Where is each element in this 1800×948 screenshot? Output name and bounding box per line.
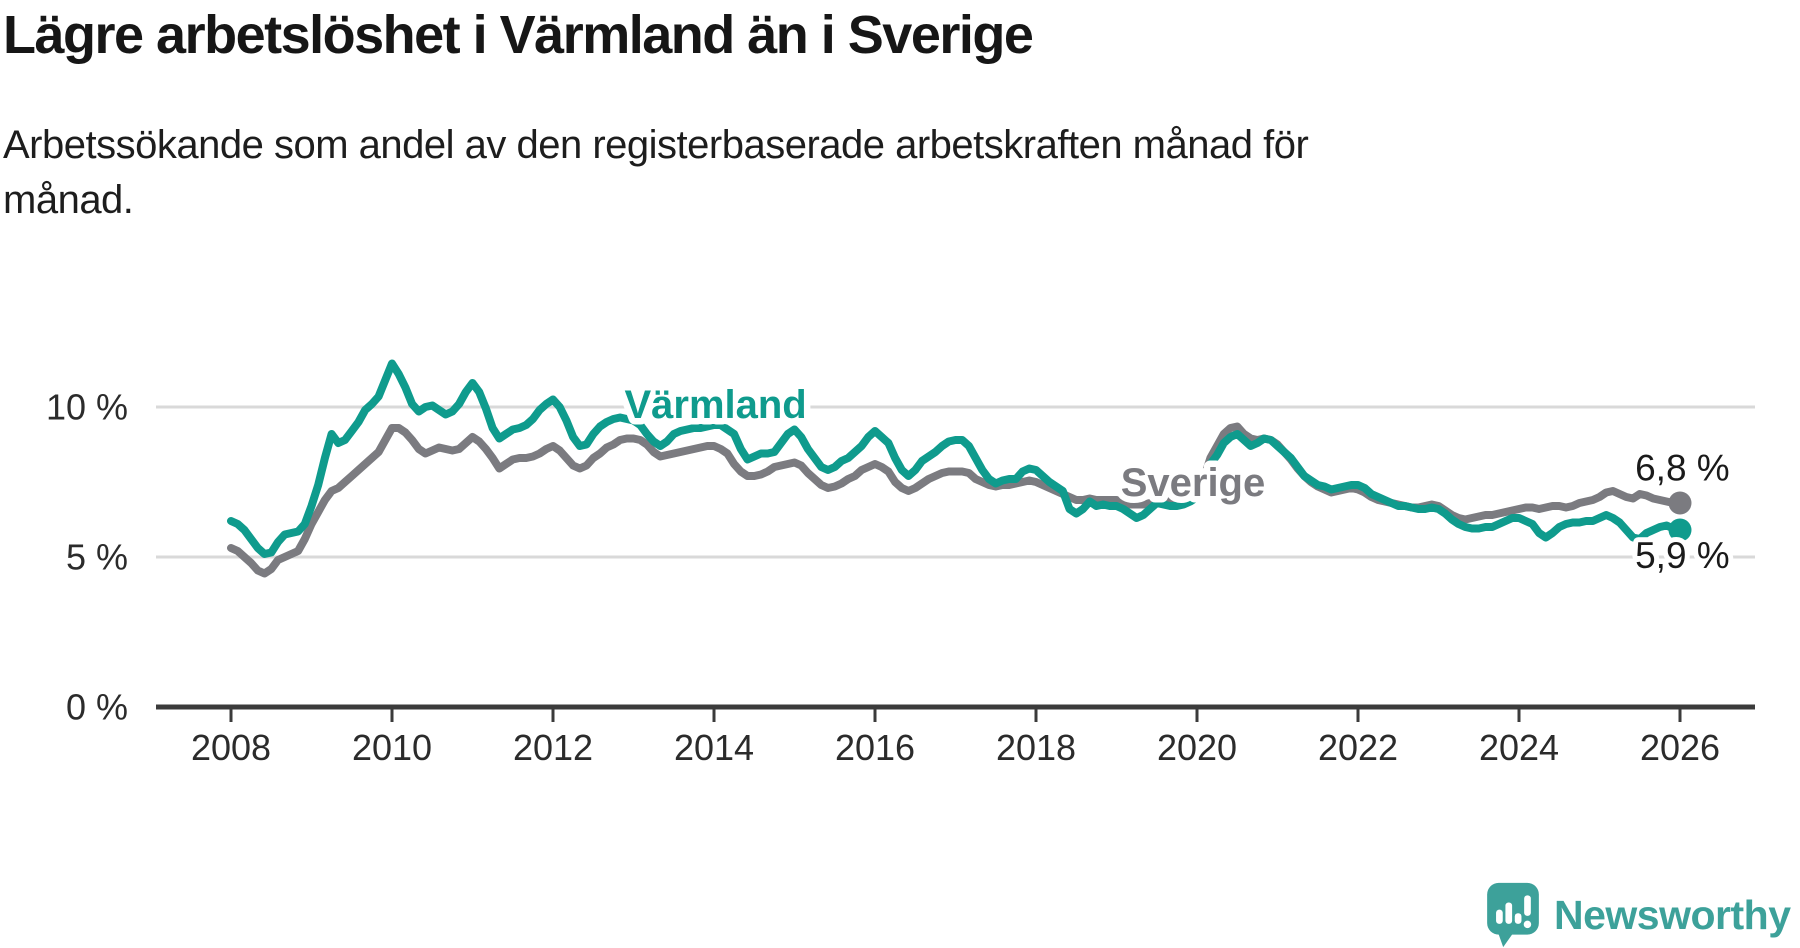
series-label-värmland: Värmland bbox=[624, 383, 806, 427]
x-tick-label-2008: 2008 bbox=[191, 727, 271, 768]
x-tick-label-2010: 2010 bbox=[352, 727, 432, 768]
chart-subtitle: Arbetssökande som andel av den registerb… bbox=[3, 118, 1523, 228]
end-dot-värmland bbox=[1668, 518, 1692, 542]
end-value-label-0: 6,8 % bbox=[1635, 448, 1730, 489]
newsworthy-logo-icon bbox=[1487, 882, 1539, 948]
x-tick-label-2022: 2022 bbox=[1318, 727, 1398, 768]
end-value-label-1: 5,9 % bbox=[1635, 535, 1730, 576]
x-tick-label-2014: 2014 bbox=[674, 727, 754, 768]
y-tick-label-5: 5 % bbox=[66, 537, 128, 578]
x-tick-label-2026: 2026 bbox=[1640, 727, 1720, 768]
series-line-sverige bbox=[227, 422, 1684, 578]
end-dot-sverige bbox=[1668, 491, 1692, 515]
x-tick-label-2012: 2012 bbox=[513, 727, 593, 768]
x-tick-label-2024: 2024 bbox=[1479, 727, 1559, 768]
chart-subtitle-line1: Arbetssökande som andel av den registerb… bbox=[3, 123, 1309, 167]
y-tick-label-10: 10 % bbox=[46, 387, 128, 428]
chart-subtitle-line2: månad. bbox=[3, 178, 134, 222]
series-line-värmland bbox=[227, 359, 1684, 558]
y-tick-label-0: 0 % bbox=[66, 687, 128, 728]
series-label-sverige: Sverige bbox=[1121, 461, 1266, 505]
x-tick-label-2016: 2016 bbox=[835, 727, 915, 768]
newsworthy-logo-text: Newsworthy bbox=[1554, 891, 1791, 938]
page-title: Lägre arbetslöshet i Värmland än i Sveri… bbox=[3, 5, 1034, 65]
x-tick-label-2018: 2018 bbox=[996, 727, 1076, 768]
x-tick-label-2020: 2020 bbox=[1157, 727, 1237, 768]
newsworthy-logo: Newsworthy bbox=[1486, 882, 1791, 948]
